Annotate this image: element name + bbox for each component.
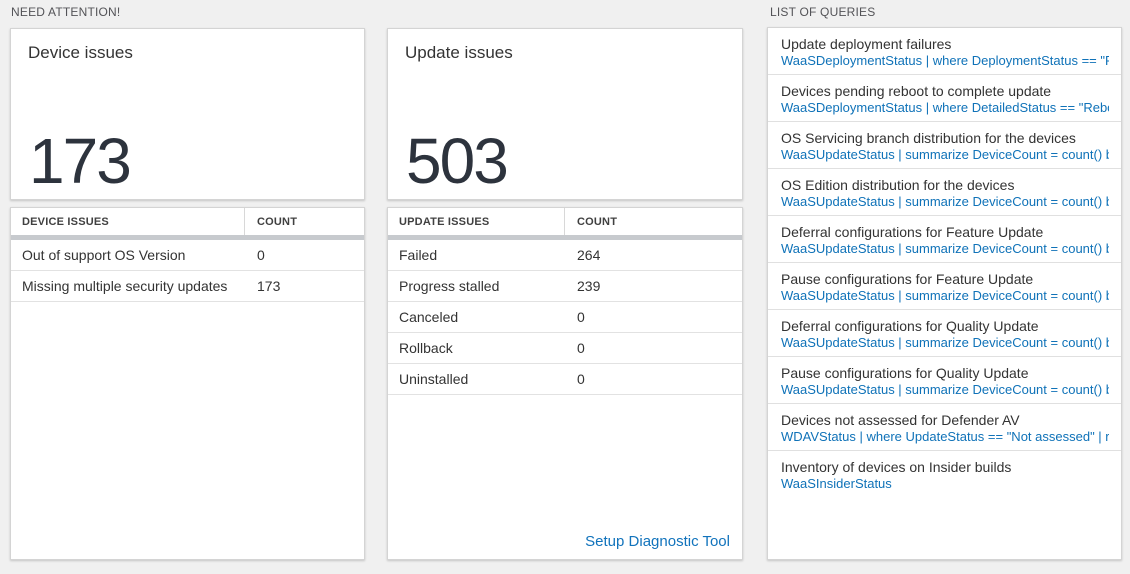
column-header-update-issues: UPDATE ISSUES — [388, 208, 565, 235]
row-count: 0 — [577, 340, 585, 356]
query-title: Devices pending reboot to complete updat… — [781, 83, 1052, 99]
query-text: WaaSUpdateStatus | summarize DeviceCount… — [781, 147, 1109, 162]
query-title: OS Edition distribution for the devices — [781, 177, 1015, 193]
row-count: 0 — [577, 371, 585, 387]
query-item[interactable]: Pause configurations for Quality Update … — [768, 357, 1121, 404]
query-text: WDAVStatus | where UpdateStatus == "Not … — [781, 429, 1109, 444]
device-issues-tile[interactable]: Device issues 173 — [10, 28, 365, 200]
device-issues-table-header: DEVICE ISSUES COUNT — [11, 208, 364, 235]
query-item[interactable]: Update deployment failures WaaSDeploymen… — [768, 28, 1121, 75]
query-item[interactable]: Pause configurations for Feature Update … — [768, 263, 1121, 310]
query-item[interactable]: Deferral configurations for Quality Upda… — [768, 310, 1121, 357]
row-count: 0 — [577, 309, 585, 325]
query-text: WaaSInsiderStatus — [781, 476, 892, 491]
query-text: WaaSDeploymentStatus | where DeploymentS… — [781, 53, 1109, 68]
need-attention-heading: NEED ATTENTION! — [11, 5, 121, 19]
query-title: Pause configurations for Feature Update — [781, 271, 1034, 287]
column-header-device-issues: DEVICE ISSUES — [11, 208, 245, 235]
query-item[interactable]: OS Edition distribution for the devices … — [768, 169, 1121, 216]
table-header-divider — [388, 235, 742, 240]
column-header-count: COUNT — [577, 215, 618, 228]
update-issues-tile[interactable]: Update issues 503 — [387, 28, 743, 200]
query-item[interactable]: Devices pending reboot to complete updat… — [768, 75, 1121, 122]
row-count: 0 — [257, 247, 265, 263]
table-row[interactable]: Rollback 0 — [388, 333, 742, 364]
query-text: WaaSUpdateStatus | summarize DeviceCount… — [781, 335, 1109, 350]
list-of-queries-heading: LIST OF QUERIES — [770, 5, 876, 19]
update-issues-table-header: UPDATE ISSUES COUNT — [388, 208, 742, 235]
row-label: Rollback — [399, 340, 453, 356]
query-title: Deferral configurations for Quality Upda… — [781, 318, 1039, 334]
query-text: WaaSUpdateStatus | summarize DeviceCount… — [781, 382, 1109, 397]
column-header-count: COUNT — [257, 215, 298, 228]
query-item[interactable]: Inventory of devices on Insider builds W… — [768, 451, 1121, 497]
update-issues-table: UPDATE ISSUES COUNT Failed 264 Progress … — [387, 207, 743, 560]
query-text: WaaSUpdateStatus | summarize DeviceCount… — [781, 288, 1109, 303]
device-issues-title: Device issues — [28, 43, 133, 62]
table-row[interactable]: Canceled 0 — [388, 302, 742, 333]
device-issues-count: 173 — [29, 124, 132, 197]
setup-diagnostic-tool-link[interactable]: Setup Diagnostic Tool — [585, 533, 730, 550]
table-row[interactable]: Progress stalled 239 — [388, 271, 742, 302]
row-label: Out of support OS Version — [22, 247, 186, 263]
table-row[interactable]: Out of support OS Version 0 — [11, 240, 364, 271]
query-text: WaaSDeploymentStatus | where DetailedSta… — [781, 100, 1109, 115]
row-label: Canceled — [399, 309, 459, 325]
row-label: Uninstalled — [399, 371, 469, 387]
query-item[interactable]: Devices not assessed for Defender AV WDA… — [768, 404, 1121, 451]
query-item[interactable]: OS Servicing branch distribution for the… — [768, 122, 1121, 169]
row-count: 239 — [577, 278, 601, 294]
query-title: Update deployment failures — [781, 36, 952, 52]
row-label: Progress stalled — [399, 278, 500, 294]
query-title: Devices not assessed for Defender AV — [781, 412, 1020, 428]
list-of-queries-panel: Update deployment failures WaaSDeploymen… — [767, 27, 1122, 560]
row-count: 264 — [577, 247, 601, 263]
table-row[interactable]: Failed 264 — [388, 240, 742, 271]
table-row[interactable]: Missing multiple security updates 173 — [11, 271, 364, 302]
update-issues-count: 503 — [406, 124, 509, 197]
query-title: Pause configurations for Quality Update — [781, 365, 1029, 381]
query-text: WaaSUpdateStatus | summarize DeviceCount… — [781, 194, 1109, 209]
table-row[interactable]: Uninstalled 0 — [388, 364, 742, 395]
row-count: 173 — [257, 278, 281, 294]
row-label: Failed — [399, 247, 438, 263]
table-header-divider — [11, 235, 364, 240]
row-label: Missing multiple security updates — [22, 278, 228, 294]
update-issues-title: Update issues — [405, 43, 513, 62]
query-item[interactable]: Deferral configurations for Feature Upda… — [768, 216, 1121, 263]
query-title: Deferral configurations for Feature Upda… — [781, 224, 1044, 240]
query-text: WaaSUpdateStatus | summarize DeviceCount… — [781, 241, 1109, 256]
query-title: OS Servicing branch distribution for the… — [781, 130, 1076, 146]
query-title: Inventory of devices on Insider builds — [781, 459, 1012, 475]
device-issues-table: DEVICE ISSUES COUNT Out of support OS Ve… — [10, 207, 365, 560]
